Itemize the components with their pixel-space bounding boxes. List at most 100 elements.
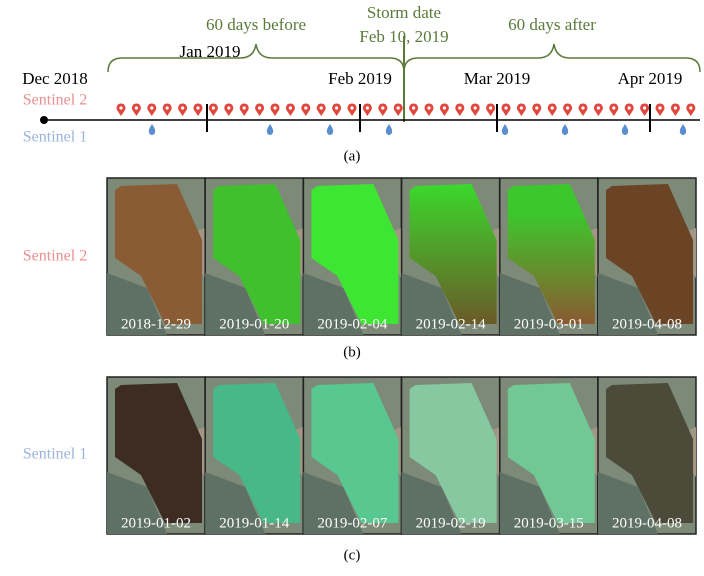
pin-shape	[117, 103, 126, 116]
row-label: Sentinel 2	[23, 248, 87, 265]
sentinel1-drop	[502, 124, 508, 135]
pin-shape	[224, 103, 233, 116]
pin-shape	[440, 103, 449, 116]
sentinel2-pin	[224, 103, 233, 116]
pin-dot	[674, 106, 677, 109]
sentinel2-pin	[671, 103, 680, 116]
pin-shape	[255, 103, 264, 116]
image-date: 2018-12-29	[121, 316, 191, 332]
pin-shape	[178, 103, 187, 116]
sentinel2-pin	[594, 103, 603, 116]
sentinel2-pin	[579, 103, 588, 116]
pin-dot	[397, 106, 400, 109]
pin-shape	[502, 103, 511, 116]
pin-shape	[163, 103, 172, 116]
sentinel2-pin	[486, 103, 495, 116]
sentinel2-pin	[286, 103, 295, 116]
pin-dot	[489, 106, 492, 109]
pin-dot	[658, 106, 661, 109]
sentinel2-pin	[471, 103, 480, 116]
image-panels: 2018-12-29 2019-01-20 2019-02-04 2019-02-14…	[107, 178, 696, 534]
pin-shape	[378, 103, 387, 116]
caption: (c)	[344, 547, 361, 563]
month-label: Feb 2019	[328, 69, 392, 88]
pin-shape	[625, 103, 634, 116]
image-date: 2019-01-02	[121, 515, 191, 531]
bracket-after	[404, 44, 700, 72]
pin-dot	[443, 106, 446, 109]
sentinel2-pin	[301, 103, 310, 116]
bracket-before	[108, 44, 404, 72]
satellite-image: 2018-12-29	[107, 178, 205, 335]
figure: 60 days before Storm date Feb 10, 2019 6…	[0, 0, 704, 576]
image-date: 2019-04-08	[612, 316, 682, 332]
pin-shape	[209, 103, 218, 116]
satellite-image: 2019-01-02	[107, 377, 205, 534]
drop-shape	[622, 124, 628, 135]
sentinel1-drop	[386, 124, 392, 135]
satellite-image: 2019-03-01	[500, 178, 598, 335]
month-label: Mar 2019	[464, 69, 531, 88]
image-date: 2019-02-19	[416, 515, 486, 531]
sentinel2-pin	[178, 103, 187, 116]
pin-shape	[671, 103, 680, 116]
pin-shape	[594, 103, 603, 116]
sentinel2-pin	[363, 103, 372, 116]
sentinel1-drop	[562, 124, 568, 135]
sentinel1-drop	[267, 124, 273, 135]
sentinel2-pin	[348, 103, 357, 116]
pin-shape	[517, 103, 526, 116]
pin-dot	[227, 106, 230, 109]
pin-dot	[304, 106, 307, 109]
sentinel2-pin	[317, 103, 326, 116]
satellite-image: 2019-02-19	[402, 377, 500, 534]
acquisition-marks	[117, 103, 696, 135]
image-date: 2019-02-14	[416, 316, 486, 332]
image-date: 2019-01-20	[219, 316, 289, 332]
sentinel2-pin	[132, 103, 141, 116]
pin-dot	[566, 106, 569, 109]
month-label: Apr 2019	[618, 69, 683, 88]
sentinel2-pin	[209, 103, 218, 116]
sentinel1-drop	[149, 124, 155, 135]
sentinel2-pin	[656, 103, 665, 116]
sentinel1-drop	[327, 124, 333, 135]
drop-shape	[267, 124, 273, 135]
pin-dot	[520, 106, 523, 109]
image-date: 2019-03-15	[514, 515, 584, 531]
pin-shape	[147, 103, 156, 116]
pin-dot	[243, 106, 246, 109]
pin-shape	[271, 103, 280, 116]
sentinel2-pin	[394, 103, 403, 116]
sentinel2-pin	[332, 103, 341, 116]
image-date: 2019-01-14	[219, 515, 289, 531]
pin-dot	[689, 106, 692, 109]
sentinel2-pin	[502, 103, 511, 116]
pin-dot	[135, 106, 138, 109]
pin-dot	[166, 106, 169, 109]
pin-dot	[612, 106, 615, 109]
pin-dot	[335, 106, 338, 109]
satellite-image: 2019-02-04	[303, 178, 401, 335]
sentinel2-pin	[517, 103, 526, 116]
pin-dot	[581, 106, 584, 109]
drop-shape	[502, 124, 508, 135]
drop-shape	[680, 124, 686, 135]
pin-dot	[412, 106, 415, 109]
after-label: 60 days after	[508, 15, 596, 34]
pin-shape	[548, 103, 557, 116]
sentinel2-pin	[548, 103, 557, 116]
pin-shape	[609, 103, 618, 116]
pin-shape	[455, 103, 464, 116]
sentinel2-pin	[686, 103, 695, 116]
sentinel2-pin	[194, 103, 203, 116]
month-label: Jan 2019	[180, 42, 241, 61]
sentinel1-label: Sentinel 1	[23, 129, 87, 146]
pin-shape	[363, 103, 372, 116]
pin-shape	[394, 103, 403, 116]
satellite-image: 2019-01-20	[205, 178, 303, 335]
sentinel2-pin	[271, 103, 280, 116]
drop-shape	[562, 124, 568, 135]
sentinel2-pin	[640, 103, 649, 116]
pin-shape	[563, 103, 572, 116]
